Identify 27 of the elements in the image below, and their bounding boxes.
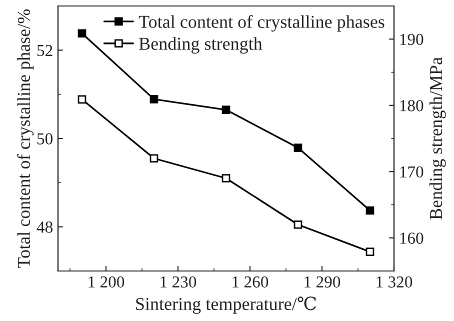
point <box>78 29 86 38</box>
x-tick-label: 1 230 <box>160 276 196 288</box>
x-tick-label: 1 260 <box>232 276 268 288</box>
point <box>366 206 374 215</box>
point <box>150 95 158 104</box>
y2-tick-label: 170 <box>400 166 424 178</box>
y2-tick-label: 160 <box>400 232 424 244</box>
y-axis-title: Total content of crystalline phase/% <box>17 9 34 268</box>
x-tick-label: 1 200 <box>88 276 124 288</box>
point <box>294 144 302 152</box>
x-tick-label: 1 320 <box>376 276 412 288</box>
point <box>78 95 86 104</box>
legend-label: Total content of crystalline phases <box>138 15 384 32</box>
y2-tick-label: 180 <box>400 100 424 112</box>
y-tick-label: 48 <box>36 222 53 233</box>
y2-axis-title: Bending strength/MPa <box>429 57 446 220</box>
point <box>150 154 158 163</box>
y-tick-label: 52 <box>37 44 52 56</box>
x-tick-label: 1 290 <box>304 276 340 288</box>
point <box>222 106 230 114</box>
point <box>294 220 302 229</box>
point <box>222 174 230 182</box>
point <box>366 248 374 256</box>
legend-label: Bending strength <box>139 37 262 54</box>
y2-tick-label: 190 <box>400 34 424 46</box>
y-tick-label: 50 <box>37 133 53 144</box>
x-axis-title: Sintering temperature/℃ <box>136 296 316 314</box>
